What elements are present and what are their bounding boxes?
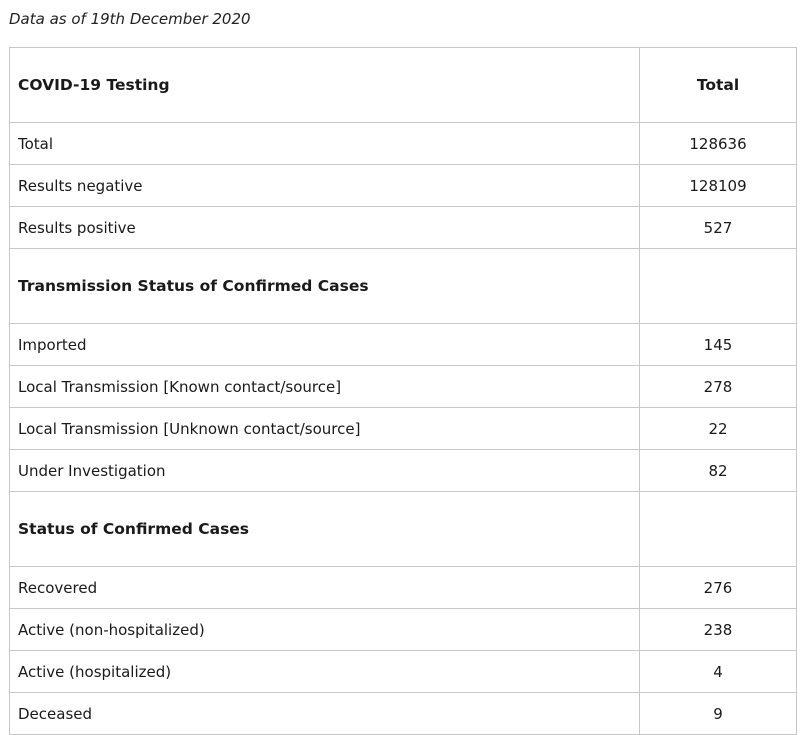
section-header-testing: COVID-19 Testing Total: [9, 47, 797, 123]
row-value: 238: [639, 608, 797, 651]
row-label: Local Transmission [Known contact/source…: [9, 365, 640, 408]
row-value: 145: [639, 323, 797, 366]
table-row: Local Transmission [Unknown contact/sour…: [9, 407, 797, 450]
row-label: Local Transmission [Unknown contact/sour…: [9, 407, 640, 450]
section-title: Status of Confirmed Cases: [9, 491, 640, 567]
table-row: Deceased 9: [9, 692, 797, 735]
row-label: Deceased: [9, 692, 640, 735]
section-title: COVID-19 Testing: [9, 47, 640, 123]
table-row: Recovered 276: [9, 566, 797, 609]
total-column-header: Total: [639, 47, 797, 123]
row-label: Results negative: [9, 164, 640, 207]
row-label: Active (hospitalized): [9, 650, 640, 693]
row-label: Recovered: [9, 566, 640, 609]
row-value: 128109: [639, 164, 797, 207]
table-row: Local Transmission [Known contact/source…: [9, 365, 797, 408]
row-value: 276: [639, 566, 797, 609]
row-label: Active (non-hospitalized): [9, 608, 640, 651]
section-title: Transmission Status of Confirmed Cases: [9, 248, 640, 324]
table-row: Imported 145: [9, 323, 797, 366]
table-row: Total 128636: [9, 122, 797, 165]
row-label: Imported: [9, 323, 640, 366]
row-value: 82: [639, 449, 797, 492]
table-row: Results negative 128109: [9, 164, 797, 207]
table-row: Results positive 527: [9, 206, 797, 249]
row-label: Under Investigation: [9, 449, 640, 492]
section-header-status: Status of Confirmed Cases: [9, 491, 797, 567]
row-value: 22: [639, 407, 797, 450]
table-row: Under Investigation 82: [9, 449, 797, 492]
data-date-caption: Data as of 19th December 2020: [9, 10, 251, 28]
table-row: Active (hospitalized) 4: [9, 650, 797, 693]
section-header-transmission: Transmission Status of Confirmed Cases: [9, 248, 797, 324]
row-label: Total: [9, 122, 640, 165]
row-value: 527: [639, 206, 797, 249]
row-value: 9: [639, 692, 797, 735]
table-row: Active (non-hospitalized) 238: [9, 608, 797, 651]
row-value: 128636: [639, 122, 797, 165]
row-value: 4: [639, 650, 797, 693]
row-label: Results positive: [9, 206, 640, 249]
section-value-header: [639, 248, 797, 324]
covid-stats-table: COVID-19 Testing Total Total 128636 Resu…: [9, 47, 797, 735]
section-value-header: [639, 491, 797, 567]
row-value: 278: [639, 365, 797, 408]
